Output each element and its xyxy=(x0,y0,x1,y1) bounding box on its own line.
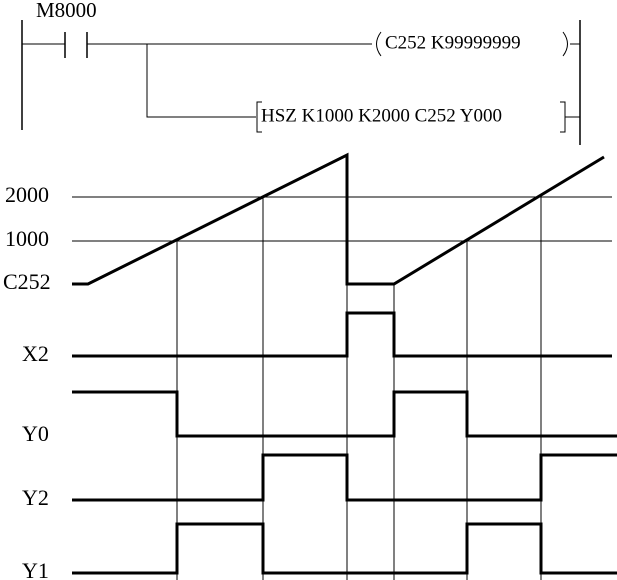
coil-bracket xyxy=(562,31,568,57)
signal-label: Y2 xyxy=(22,485,49,510)
y2-wave xyxy=(72,453,617,502)
signal-label: Y1 xyxy=(22,558,49,580)
ladder: M8000 C252 K99999999 HSZ K1000 K2000 C25… xyxy=(21,0,581,145)
contact-label: M8000 xyxy=(36,0,97,22)
level-label: 2000 xyxy=(5,182,49,207)
level-label: 1000 xyxy=(5,226,49,251)
x2-wave xyxy=(72,311,612,358)
timing-labels: 2000 1000 C252 X2 Y0 Y2 Y1 xyxy=(3,182,51,580)
counter-wave xyxy=(72,152,605,286)
signal-label: X2 xyxy=(22,341,49,366)
instruction-bracket xyxy=(256,101,262,133)
coil-label: C252 K99999999 xyxy=(385,32,521,53)
instruction-bracket xyxy=(560,101,566,133)
signal-label: Y0 xyxy=(22,421,49,446)
reference-lines xyxy=(72,155,612,580)
signal-label: C252 xyxy=(3,269,51,294)
wire xyxy=(146,44,256,118)
waveforms xyxy=(72,152,617,575)
y1-wave xyxy=(72,522,617,575)
y0-wave xyxy=(72,390,617,438)
instruction-label: HSZ K1000 K2000 C252 Y000 xyxy=(261,105,502,126)
coil-bracket xyxy=(376,31,382,57)
